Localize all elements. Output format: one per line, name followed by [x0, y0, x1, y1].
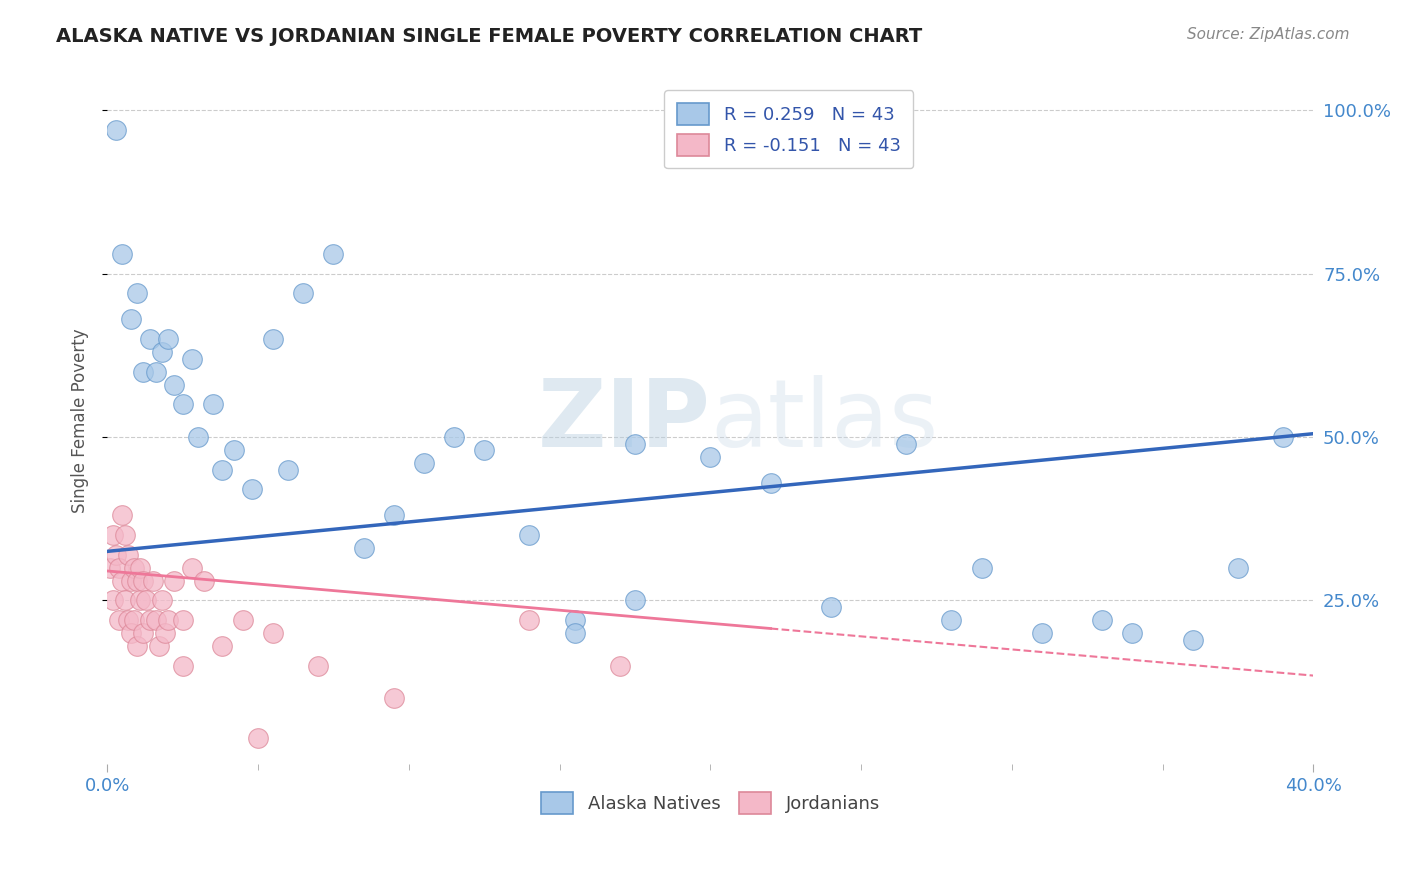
Point: [117, 548, 139, 562]
Point: [111, 508, 134, 523]
Point: [127, 574, 149, 588]
Point: [105, 548, 128, 562]
Point: [127, 286, 149, 301]
Point: [132, 574, 155, 588]
Point: [240, 483, 263, 497]
Point: [135, 593, 157, 607]
Point: [108, 613, 131, 627]
Point: [211, 463, 233, 477]
Point: [108, 560, 131, 574]
Legend: Alaska Natives, Jordanians: Alaska Natives, Jordanians: [531, 783, 889, 823]
Point: [896, 436, 918, 450]
Point: [382, 508, 405, 523]
Point: [124, 560, 146, 574]
Point: [103, 528, 125, 542]
Point: [103, 593, 125, 607]
Point: [624, 436, 647, 450]
Point: [211, 639, 233, 653]
Point: [129, 560, 152, 574]
Point: [412, 456, 434, 470]
Point: [193, 574, 215, 588]
Point: [172, 658, 194, 673]
Point: [132, 365, 155, 379]
Point: [222, 443, 245, 458]
Point: [609, 658, 631, 673]
Point: [941, 613, 963, 627]
Point: [138, 332, 160, 346]
Point: [201, 397, 224, 411]
Point: [699, 450, 721, 464]
Point: [519, 613, 541, 627]
Point: [180, 351, 202, 366]
Point: [519, 528, 541, 542]
Point: [443, 430, 465, 444]
Point: [307, 658, 329, 673]
Point: [111, 574, 134, 588]
Point: [162, 377, 184, 392]
Point: [138, 613, 160, 627]
Text: ALASKA NATIVE VS JORDANIAN SINGLE FEMALE POVERTY CORRELATION CHART: ALASKA NATIVE VS JORDANIAN SINGLE FEMALE…: [56, 27, 922, 45]
Point: [114, 528, 136, 542]
Point: [1031, 626, 1053, 640]
Point: [141, 574, 163, 588]
Y-axis label: Single Female Poverty: Single Female Poverty: [72, 328, 89, 513]
Point: [132, 626, 155, 640]
Point: [564, 613, 586, 627]
Point: [232, 613, 254, 627]
Point: [156, 613, 179, 627]
Point: [1181, 632, 1204, 647]
Point: [156, 332, 179, 346]
Point: [1226, 560, 1249, 574]
Point: [624, 593, 647, 607]
Point: [111, 247, 134, 261]
Text: atlas: atlas: [710, 375, 939, 467]
Point: [172, 397, 194, 411]
Point: [114, 593, 136, 607]
Point: [970, 560, 993, 574]
Point: [1091, 613, 1114, 627]
Point: [564, 626, 586, 640]
Point: [153, 626, 176, 640]
Text: Source: ZipAtlas.com: Source: ZipAtlas.com: [1187, 27, 1350, 42]
Point: [117, 613, 139, 627]
Point: [150, 345, 173, 359]
Point: [1121, 626, 1143, 640]
Point: [120, 626, 142, 640]
Point: [98, 560, 121, 574]
Point: [322, 247, 344, 261]
Point: [129, 593, 152, 607]
Point: [382, 691, 405, 706]
Point: [472, 443, 495, 458]
Point: [124, 613, 146, 627]
Point: [120, 312, 142, 326]
Point: [247, 731, 270, 745]
Point: [262, 332, 284, 346]
Point: [820, 599, 842, 614]
Point: [120, 574, 142, 588]
Point: [292, 286, 315, 301]
Point: [105, 122, 128, 136]
Point: [759, 475, 782, 490]
Point: [180, 560, 202, 574]
Point: [162, 574, 184, 588]
Text: ZIP: ZIP: [537, 375, 710, 467]
Point: [145, 613, 167, 627]
Point: [353, 541, 375, 555]
Point: [1272, 430, 1295, 444]
Point: [148, 639, 170, 653]
Point: [172, 613, 194, 627]
Point: [150, 593, 173, 607]
Point: [127, 639, 149, 653]
Point: [262, 626, 284, 640]
Point: [145, 365, 167, 379]
Point: [187, 430, 209, 444]
Point: [277, 463, 299, 477]
